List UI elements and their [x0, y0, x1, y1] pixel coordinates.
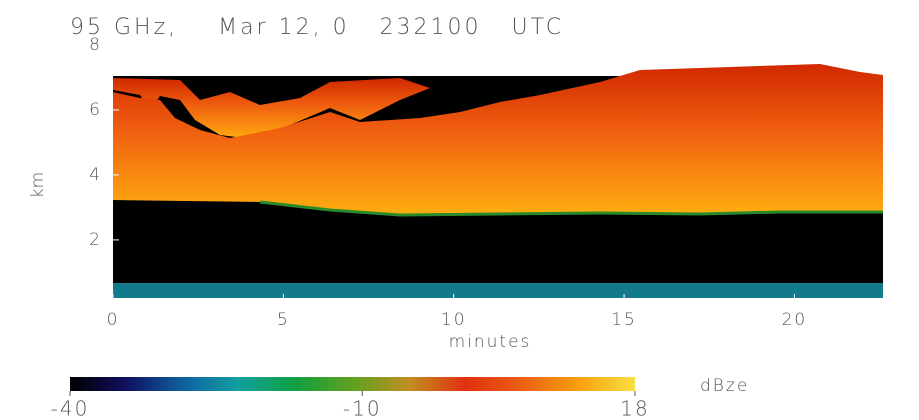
cloud-base: [259, 200, 883, 217]
x-axis-label: minutes: [449, 332, 532, 352]
cloud-body: [113, 64, 883, 215]
x-tick-label: 15: [611, 310, 637, 330]
colorbar-tick-label: -40: [51, 397, 90, 417]
colorbar-tick-label: 18: [620, 397, 649, 417]
y-tick-label: 2: [89, 230, 102, 250]
colorbar: [70, 377, 635, 391]
y-tick-label: 8: [89, 35, 102, 55]
x-tick-label: 20: [782, 310, 808, 330]
x-tick-label: 10: [441, 310, 467, 330]
x-tick-label: 5: [277, 310, 290, 330]
colorbar-tick-label: -10: [343, 397, 382, 417]
colorbar-label: dBze: [700, 376, 749, 396]
chart-title: 95 GHz, Mar 12, 0 232100 UTC: [70, 15, 564, 40]
y-tick-label: 6: [89, 100, 102, 120]
surface-clutter: [113, 283, 883, 298]
radar-field: [113, 64, 883, 298]
cloud-top: [113, 78, 430, 140]
y-axis-label: km: [28, 172, 48, 198]
x-tick-label: 0: [107, 310, 120, 330]
y-tick-label: 4: [89, 165, 102, 185]
